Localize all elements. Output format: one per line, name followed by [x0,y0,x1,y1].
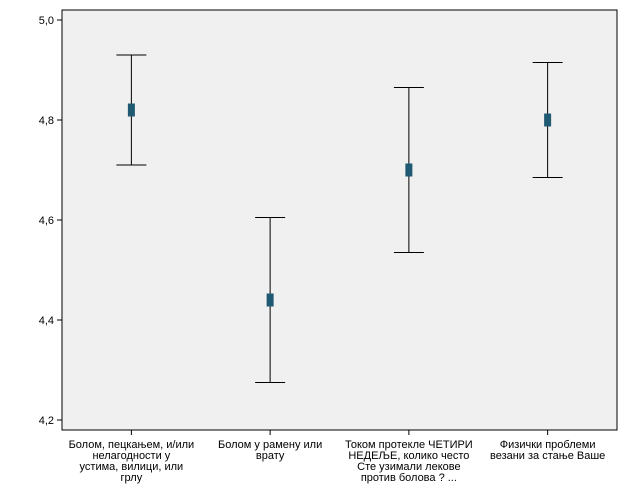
error-bar [116,54,147,166]
x-category-label: Физички проблеми везани за стање Ваше [490,439,605,462]
mean-marker [266,293,274,307]
y-tick-label: 4,8 [39,115,54,127]
y-tick-label: 4,6 [39,215,54,227]
x-category-label-line: против болова ? ... [361,472,457,484]
mean-marker [127,103,135,117]
x-category-label: Болом, пецкањем, и/или нелагодности у усти… [69,439,195,484]
plot-area [61,9,618,431]
mean-marker [544,113,552,127]
x-category-label-line: Болом, пецкањем, и/или [69,439,195,451]
x-category-label-line: Током протекле ЧЕТИРИ [345,439,473,451]
error-bar [255,217,286,383]
x-category-label-line: Болом у рамену или [218,439,322,451]
y-tick-label: 5,0 [39,15,54,27]
y-axis: 4,2 4,4 4,6 4,8 5,0 [39,15,62,427]
x-category-label: Болом у рамену или врату [218,439,322,462]
mean-marker [405,163,413,177]
x-category-label-line: устима, вилици, или [80,461,184,473]
x-category-label: Током протекле ЧЕТИРИ НЕДЕЉЕ, колико чест… [345,439,473,484]
x-axis: Болом, пецкањем, и/или нелагодности у усти… [69,430,605,484]
x-category-label-line: НЕДЕЉЕ, колико често [348,450,469,462]
x-category-label-line: нелагодности у [92,450,170,462]
error-bars [116,54,563,383]
y-tick-label: 4,4 [39,315,54,327]
y-tick-label: 4,2 [39,415,54,427]
x-category-label-line: Физички проблеми [500,439,596,451]
x-category-label-line: врату [256,450,285,462]
error-bar [532,62,563,178]
x-category-label-line: Сте узимали лекове [357,461,460,473]
x-category-label-line: грлу [121,472,143,484]
x-category-label-line: везани за стање Ваше [490,450,605,462]
error-bar [393,87,424,253]
